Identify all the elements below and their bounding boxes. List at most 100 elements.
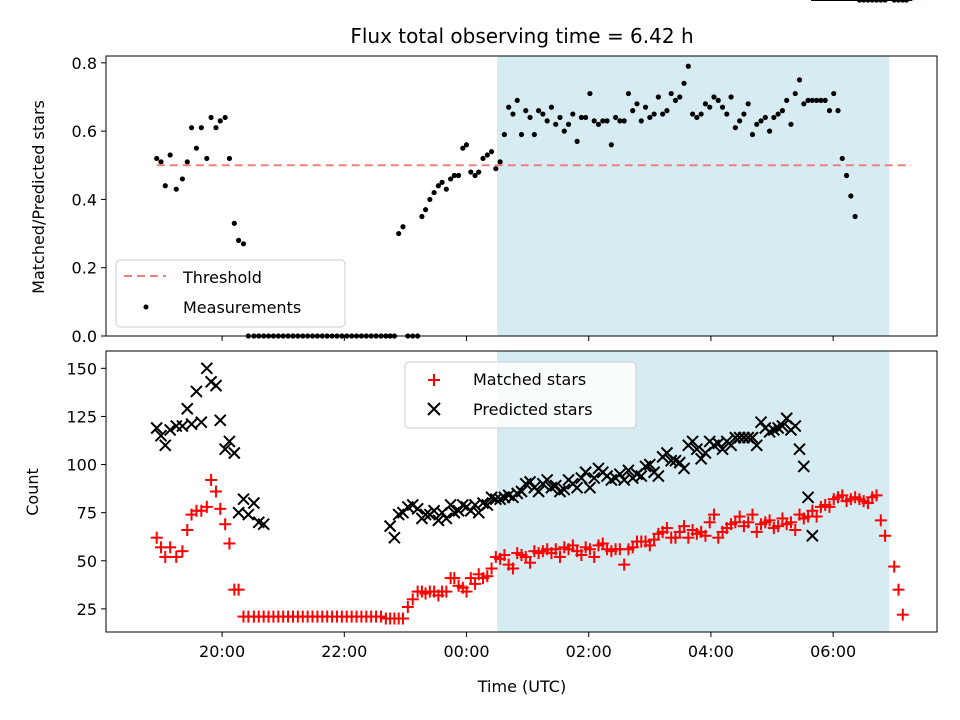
matched-star-point: [219, 518, 232, 531]
predicted-star-point: [746, 431, 759, 444]
top-legend-box: [115, 259, 346, 328]
matched-star-point: [553, 550, 566, 563]
measurement-point: [814, 97, 820, 103]
measurements-legend-label: Measurements: [183, 298, 301, 317]
measurement-point: [698, 111, 704, 117]
x-tick-label: 04:00: [688, 642, 734, 661]
top-legend: Threshold Measurements: [115, 259, 346, 328]
measurement-point: [506, 104, 512, 110]
measurement-point: [167, 152, 173, 158]
measurement-point: [488, 149, 495, 155]
measurement-point: [158, 159, 164, 165]
measurement-point: [741, 111, 747, 117]
measurement-point: [642, 104, 649, 110]
matched-star-point: [485, 562, 498, 575]
predicted-star-point: [257, 518, 270, 531]
measurement-point: [809, 97, 815, 103]
measurement-point: [204, 155, 210, 162]
measurement-point: [848, 193, 854, 199]
matched-star-point: [789, 523, 802, 536]
predicted-star-point: [622, 464, 635, 477]
measurement-point: [435, 183, 441, 189]
matched-star-point: [618, 558, 631, 571]
bottom-y-tick-label: 150: [66, 359, 97, 378]
top-y-tick-label: 0.6: [72, 122, 97, 141]
predicted-star-point: [588, 471, 601, 485]
bottom-legend: Matched stars Predicted stars: [404, 361, 637, 429]
measurement-point: [839, 155, 845, 162]
measurement-point: [591, 118, 597, 124]
measurement-point: [600, 118, 606, 124]
measurement-point: [536, 108, 542, 114]
predicted-star-point: [163, 423, 177, 437]
predicted-star-point: [797, 460, 811, 473]
matched-star-point: [200, 500, 213, 513]
measurement-point: [749, 131, 756, 138]
matched-star-point: [784, 516, 797, 529]
measurement-point: [468, 169, 474, 175]
matched-star-point: [469, 577, 482, 590]
measurement-point: [702, 101, 709, 107]
measurement-point: [771, 114, 777, 121]
top-y-tick-label: 0.0: [72, 327, 97, 346]
measurement-point: [439, 179, 445, 185]
measurement-point: [451, 172, 457, 179]
measurement-point: [583, 114, 589, 121]
bottom-legend-box: [404, 361, 637, 429]
x-tick-label: 02:00: [566, 642, 612, 661]
matched-star-point: [159, 550, 172, 563]
measurement-point: [484, 152, 490, 158]
matched-star-point: [746, 508, 759, 521]
predicted-star-point: [570, 481, 584, 494]
bottom-axes-frame: [105, 350, 938, 633]
measurement-point: [518, 131, 525, 138]
measurement-point: [711, 94, 717, 100]
matched-star-point: [583, 543, 596, 556]
bottom-y-tick-label: 75: [77, 504, 97, 523]
top-panel: 0.00.20.40.60.8 Matched/Predicted stars …: [29, 0, 938, 346]
matched-legend-swatch: [428, 374, 440, 386]
matched-star-point: [575, 549, 588, 562]
predicted-star-point: [214, 414, 227, 427]
predicted-star-point: [540, 473, 554, 487]
predicted-star-point: [195, 416, 208, 429]
measurement-point: [608, 142, 614, 148]
measurement-point: [612, 114, 619, 121]
predicted-star-point: [579, 466, 592, 479]
matched-star-point: [896, 608, 909, 621]
measurement-point: [784, 97, 790, 103]
predicted-star-point: [176, 419, 189, 433]
matched-star-point: [707, 508, 720, 521]
measurement-point: [822, 97, 828, 103]
top-axes-frame: [105, 55, 938, 337]
measurement-point: [835, 108, 841, 114]
matched-star-point: [209, 485, 222, 498]
matched-star-point: [772, 520, 785, 533]
predicted-star-point: [440, 512, 453, 525]
matched-star-point: [205, 473, 218, 486]
measurement-point: [719, 104, 726, 110]
measurement-point: [235, 237, 242, 243]
matched-star-point: [888, 560, 901, 573]
top-y-axis-label: Matched/Predicted stars: [29, 100, 48, 294]
matched-star-point: [763, 514, 776, 527]
predicted-star-point: [452, 504, 465, 517]
measurement-point: [463, 142, 470, 148]
bottom-x-ticks: 20:00 22:00 00:00 02:00 04:00 06:00: [199, 632, 856, 661]
measurement-point: [570, 111, 576, 117]
predicted-star-point: [228, 446, 241, 460]
matched-star-point: [440, 585, 453, 598]
x-axis-label: Time (UTC): [477, 677, 566, 696]
x-tick-label: 06:00: [810, 642, 856, 661]
predicted-star-point: [643, 458, 657, 471]
matched-star-point: [892, 583, 905, 596]
measurement-point: [476, 169, 482, 175]
predicted-star-point: [218, 442, 232, 456]
measurement-point: [544, 118, 550, 124]
matched-stars-series: [150, 0, 913, 625]
measurement-point: [553, 121, 559, 127]
measurement-point: [762, 114, 768, 121]
measurements-legend-swatch: [143, 304, 149, 310]
measurement-point: [625, 90, 632, 97]
matched-star-point: [703, 516, 716, 529]
